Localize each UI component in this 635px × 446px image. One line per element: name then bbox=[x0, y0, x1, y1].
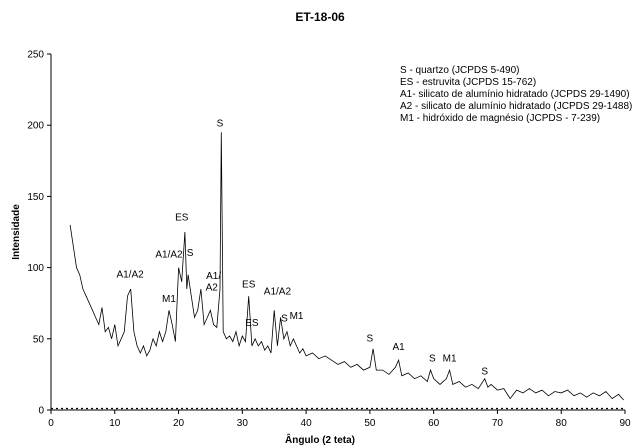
y-axis-label: Intensidade bbox=[11, 204, 22, 260]
legend-entry: A1- silicato de alumínio hidratado (JCPD… bbox=[400, 89, 630, 100]
peak-label: A1 bbox=[392, 342, 405, 353]
x-tick-label: 10 bbox=[109, 418, 121, 429]
legend-entry: M1 - hidróxido de magnésio (JCPDS - 7-23… bbox=[400, 113, 600, 124]
x-tick-label: 20 bbox=[173, 418, 185, 429]
peak-label: M1 bbox=[443, 354, 457, 365]
y-tick-label: 100 bbox=[27, 263, 44, 274]
x-tick-label: 30 bbox=[237, 418, 249, 429]
peak-label: ES bbox=[242, 280, 256, 291]
chart-title: ET-18-06 bbox=[295, 10, 345, 24]
legend-entry: A2 - silicato de alumínio hidratado (JCP… bbox=[400, 101, 632, 112]
peak-label: M1 bbox=[162, 294, 176, 305]
peak-label: A1/A2 bbox=[116, 270, 144, 281]
peak-label: A2 bbox=[206, 282, 219, 293]
peak-label: S bbox=[429, 354, 436, 365]
peak-label: A1/A2 bbox=[155, 250, 183, 261]
peak-label: ES bbox=[245, 318, 259, 329]
diffraction-line bbox=[69, 132, 624, 401]
x-tick-label: 70 bbox=[492, 418, 504, 429]
x-tick-label: 0 bbox=[48, 418, 54, 429]
y-tick-label: 150 bbox=[27, 192, 44, 203]
y-tick-label: 0 bbox=[38, 406, 44, 417]
x-tick-label: 60 bbox=[428, 418, 440, 429]
peak-label: S bbox=[367, 334, 374, 345]
y-tick-label: 200 bbox=[27, 121, 44, 132]
y-tick-label: 250 bbox=[27, 50, 44, 61]
peak-label: M1 bbox=[290, 311, 304, 322]
peak-label: S bbox=[217, 119, 224, 130]
peak-label: S bbox=[481, 366, 488, 377]
legend-entry: S - quartzo (JCPDS 5-490) bbox=[400, 65, 520, 76]
peak-label: A1/A2 bbox=[264, 287, 292, 298]
peak-label: A1/ bbox=[206, 271, 221, 282]
x-tick-label: 50 bbox=[364, 418, 376, 429]
x-tick-label: 40 bbox=[301, 418, 313, 429]
peak-label: S bbox=[281, 314, 288, 325]
legend-entry: ES - estruvita (JCPDS 15-762) bbox=[400, 77, 536, 88]
x-tick-label: 80 bbox=[556, 418, 568, 429]
x-axis-label: Ângulo (2 teta) bbox=[285, 433, 355, 446]
peak-label: S bbox=[187, 248, 194, 259]
x-tick-label: 90 bbox=[619, 418, 631, 429]
peak-label: ES bbox=[175, 213, 189, 224]
y-tick-label: 50 bbox=[33, 334, 45, 345]
